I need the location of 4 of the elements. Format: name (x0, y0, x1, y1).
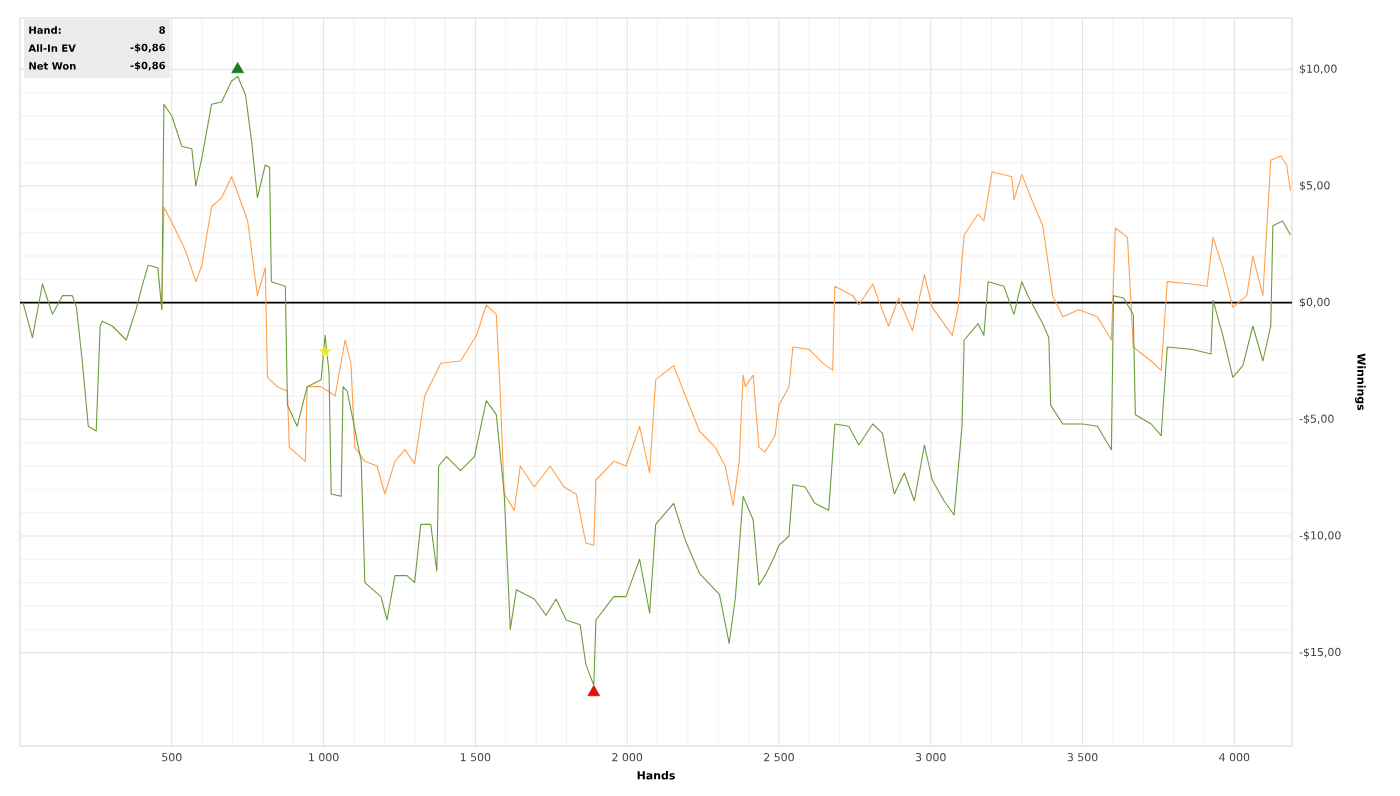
line-series (161, 155, 1292, 546)
point (587, 685, 601, 697)
point (231, 62, 244, 74)
point (318, 344, 332, 358)
